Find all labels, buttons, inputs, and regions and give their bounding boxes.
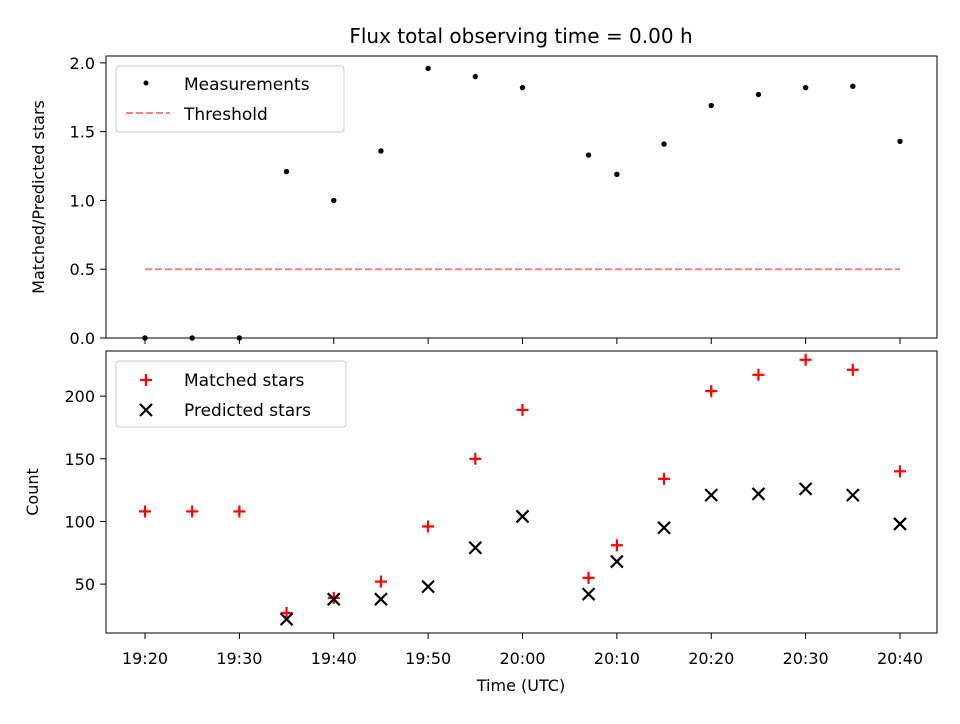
ytick-label: 150: [64, 450, 95, 469]
xtick-label: 20:20: [688, 649, 734, 668]
predicted-point: [326, 592, 341, 606]
ytick-label: 100: [64, 512, 95, 531]
top-ticks: 0.0 0.5 1.0 1.5 2.0: [70, 54, 901, 348]
top-marks: [142, 65, 903, 341]
predicted-point: [581, 587, 596, 601]
bottom-legend-box: [115, 360, 347, 428]
matched-point: [658, 472, 671, 485]
measurement-point: [897, 138, 903, 144]
measurement-point: [472, 73, 479, 80]
top-ylabel: Matched/Predicted stars: [29, 100, 48, 294]
predicted-point: [515, 509, 530, 524]
top-axes-frame: [105, 55, 938, 339]
matched-point: [422, 520, 435, 533]
ytick-label: 50: [75, 575, 95, 594]
predicted-point: [657, 520, 671, 535]
top-legend-box: [115, 65, 345, 133]
legend-measurements-marker: [143, 80, 149, 86]
matched-point: [894, 465, 906, 478]
matched-point: [516, 403, 529, 416]
predicted-point: [846, 488, 860, 502]
measurement-point: [614, 171, 620, 178]
matched-point: [186, 505, 199, 518]
legend-predicted-label: Predicted stars: [184, 401, 311, 421]
bottom-xlabel: Time (UTC): [476, 676, 565, 695]
predicted-point: [893, 517, 907, 531]
measurement-point: [755, 91, 762, 98]
matched-point: [705, 385, 718, 398]
bottom-axes-frame: [105, 350, 938, 634]
xtick-label: 19:20: [122, 649, 168, 668]
ytick-label: 1.5: [70, 123, 95, 142]
legend-measurements-label: Measurements: [184, 75, 310, 95]
measurement-point: [283, 168, 290, 175]
matched-point: [582, 571, 595, 584]
measurement-point: [331, 197, 337, 204]
bottom-ylabel: Count: [23, 468, 42, 516]
matched-point: [280, 606, 293, 619]
top-panel: 0.00.51.01.52.0 Matched/Predicted stars …: [29, 54, 938, 348]
xtick-label: 20:00: [499, 649, 545, 668]
bottom-ticks: 50 100 150 200 19:20 19:30 19:40 19:50 20:00 20:1…: [64, 387, 923, 668]
matched-point: [233, 505, 246, 518]
bottom-legend: Matched stars Predicted stars: [115, 360, 347, 428]
bottom-marks: [139, 353, 907, 626]
xtick-label: 20:30: [783, 649, 829, 668]
predicted-point: [374, 592, 388, 606]
matched-point: [469, 452, 482, 465]
predicted-point: [421, 579, 435, 594]
predicted-point: [751, 487, 766, 501]
predicted-point: [279, 612, 294, 626]
bottom-panel: 50 100 150 200 19:20 19:30 19:40 19:50 20:00 20:1…: [23, 350, 938, 695]
matched-point: [610, 539, 623, 552]
measurement-point: [519, 84, 526, 91]
measurement-point: [850, 83, 856, 89]
measurement-point: [378, 148, 384, 154]
figure-title: Flux total observing time = 0.00 h: [349, 24, 692, 48]
xtick-label: 20:40: [877, 649, 923, 668]
legend-threshold-label: Threshold: [183, 105, 268, 125]
top-legend: Measurements Threshold: [115, 65, 345, 133]
matched-point: [139, 505, 151, 518]
xtick-label: 19:40: [311, 649, 357, 668]
measurement-point: [708, 102, 714, 109]
measurement-point: [661, 141, 667, 147]
matched-point: [374, 575, 387, 588]
predicted-point: [798, 482, 813, 496]
ytick-label: 1.0: [70, 191, 95, 210]
ytick-label: 2.0: [70, 54, 95, 73]
ytick-label: 0.0: [70, 329, 95, 348]
legend-matched-label: Matched stars: [184, 371, 304, 391]
measurement-point: [802, 84, 809, 91]
xtick-label: 20:10: [594, 649, 640, 668]
measurement-point: [425, 65, 431, 72]
ytick-label: 0.5: [70, 260, 95, 279]
xtick-label: 19:30: [216, 649, 262, 668]
ytick-label: 200: [64, 387, 95, 406]
measurement-point: [585, 152, 592, 158]
xtick-label: 19:50: [405, 649, 451, 668]
predicted-point: [468, 540, 483, 555]
predicted-point: [610, 554, 624, 569]
matched-point: [752, 368, 765, 381]
legend-predicted-marker: [139, 403, 153, 417]
matched-point: [846, 363, 859, 376]
legend-matched-marker: [140, 374, 152, 386]
predicted-point: [704, 488, 719, 502]
matched-point: [799, 353, 812, 366]
